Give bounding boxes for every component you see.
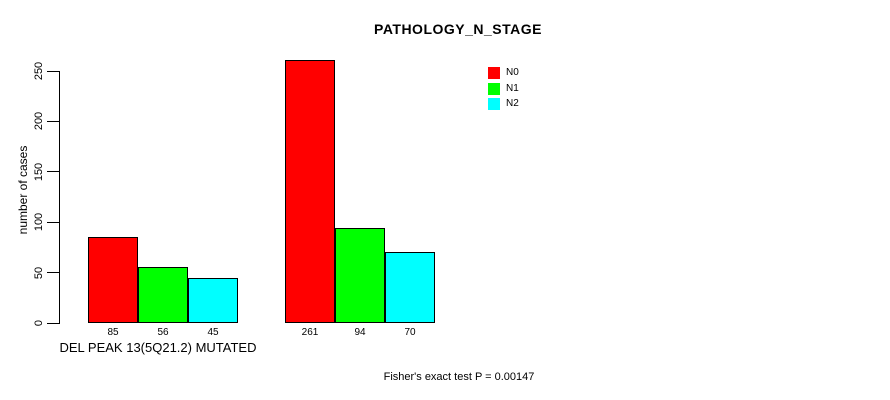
- y-tick: [47, 221, 59, 223]
- bar-n0-group1: [88, 237, 138, 323]
- y-tick: [47, 272, 59, 274]
- legend-swatch-n2: [488, 98, 500, 111]
- legend-label: N1: [506, 82, 519, 94]
- stat-annotation: Fisher's exact test P = 0.00147: [383, 371, 535, 383]
- y-tick: [47, 171, 59, 173]
- y-tick-label: 100: [33, 213, 45, 232]
- y-tick: [47, 322, 59, 324]
- chart-title: PATHOLOGY_N_STAGE: [374, 21, 542, 37]
- y-tick-label: 250: [33, 61, 45, 81]
- legend: N0 N1 N2: [488, 65, 519, 112]
- y-axis-line: [59, 71, 60, 324]
- bar-value-label: 70: [404, 327, 416, 338]
- legend-row: N0: [488, 65, 519, 81]
- bar-value-label: 85: [107, 327, 119, 338]
- bar-value-label: 94: [354, 327, 366, 338]
- bar-n1-group1: [138, 267, 188, 323]
- legend-label: N0: [506, 66, 519, 78]
- y-tick-label: 200: [33, 112, 45, 131]
- bar-value-label: 261: [301, 327, 319, 338]
- y-axis-label: number of cases: [16, 145, 30, 235]
- legend-swatch-n0: [488, 66, 500, 79]
- legend-row: N2: [488, 96, 519, 112]
- y-tick-label: 50: [33, 266, 45, 279]
- legend-row: N1: [488, 81, 519, 97]
- y-tick-label: 0: [33, 319, 45, 327]
- y-tick-label: 150: [33, 162, 45, 181]
- bar-value-label: 56: [157, 327, 169, 338]
- bar-n0-group2: [285, 60, 335, 323]
- bar-n1-group2: [335, 228, 385, 323]
- bar-value-label: 45: [207, 327, 219, 338]
- legend-label: N2: [506, 98, 519, 110]
- bar-n2-group1: [188, 278, 238, 323]
- y-tick: [47, 120, 59, 122]
- y-tick: [47, 70, 59, 72]
- bar-n2-group2: [385, 252, 435, 323]
- legend-swatch-n1: [488, 82, 500, 95]
- x-group-label: DEL PEAK 13(5Q21.2) MUTATED: [59, 340, 257, 355]
